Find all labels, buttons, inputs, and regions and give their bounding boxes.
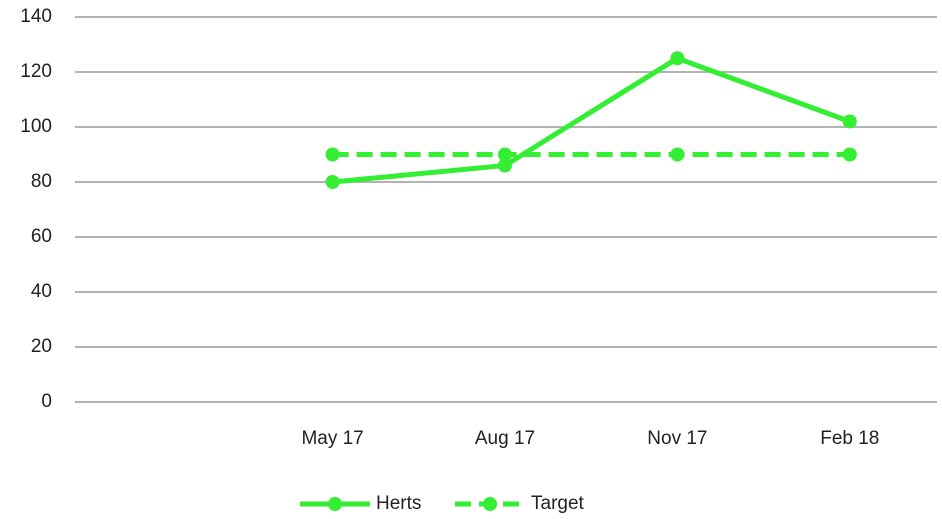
- x-tick-label: Aug 17: [475, 428, 535, 449]
- marker: [325, 147, 340, 162]
- legend-label: Target: [531, 493, 585, 514]
- legend-marker: [483, 497, 497, 511]
- y-tick-label: 100: [20, 116, 52, 137]
- legend-marker: [328, 497, 342, 511]
- marker: [670, 51, 685, 66]
- x-tick-label: Nov 17: [647, 428, 707, 449]
- y-tick-label: 60: [31, 226, 52, 247]
- y-tick-label: 140: [20, 6, 52, 27]
- y-tick-label: 0: [41, 391, 52, 412]
- x-tick-label: May 17: [301, 428, 363, 449]
- x-tick-label: Feb 18: [820, 428, 879, 449]
- marker: [325, 175, 340, 189]
- marker: [670, 147, 685, 162]
- y-tick-label: 20: [31, 336, 52, 357]
- y-tick-label: 80: [31, 171, 52, 192]
- marker: [842, 114, 857, 129]
- marker: [498, 147, 512, 162]
- marker: [498, 158, 512, 173]
- y-tick-label: 120: [20, 61, 52, 82]
- legend-label: Herts: [376, 493, 421, 514]
- y-tick-label: 40: [31, 281, 52, 302]
- series-line: [332, 55, 851, 185]
- marker: [842, 147, 857, 162]
